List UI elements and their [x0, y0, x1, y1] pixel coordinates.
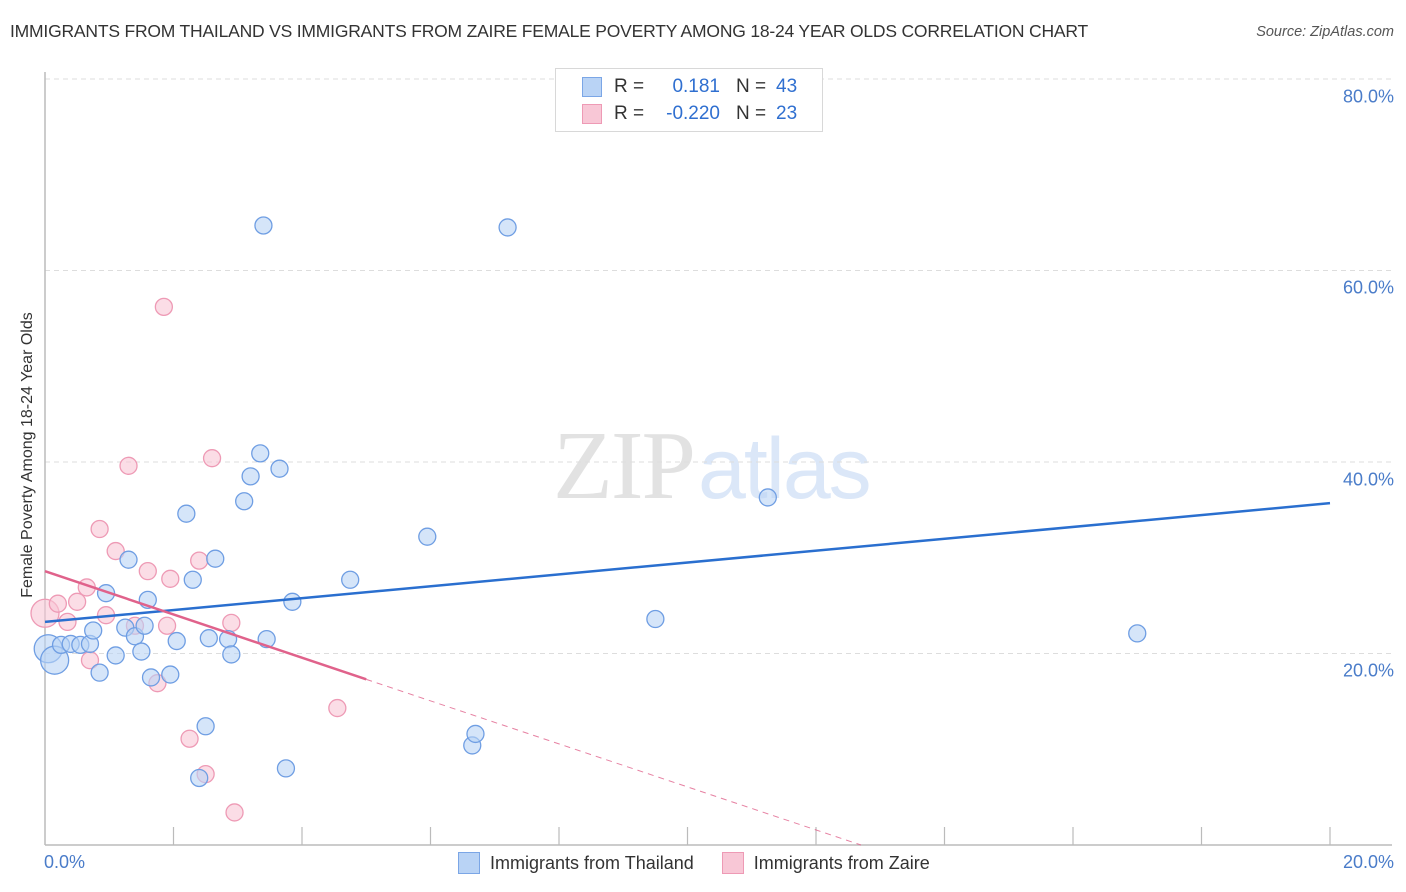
thailand-point: [119, 550, 138, 569]
thailand-point: [276, 759, 296, 778]
zaire-point: [225, 803, 244, 822]
thailand-point: [167, 631, 186, 651]
thailand-point: [106, 646, 125, 665]
thailand-point: [251, 444, 270, 463]
legend-label: Immigrants from Thailand: [490, 852, 694, 873]
correlation-legend: R = 0.181 N = 43 R = -0.220 N = 23: [555, 68, 823, 132]
thailand-point: [135, 616, 154, 635]
thailand-point: [418, 527, 437, 546]
watermark-zip: ZIP: [553, 412, 696, 520]
y-tick-60: 60.0%: [1342, 277, 1394, 298]
thailand-point: [341, 570, 360, 589]
r-label: R =: [614, 76, 645, 97]
source-label: Source: ZipAtlas.com: [1256, 24, 1394, 40]
legend-item-thailand[interactable]: Immigrants from Thailand: [458, 852, 694, 874]
r-value: 0.181: [672, 76, 720, 97]
x-tick-min: 0.0%: [44, 852, 86, 872]
thailand-point: [222, 645, 241, 664]
thailand-point: [758, 488, 777, 507]
r-label: R =: [614, 103, 645, 124]
thailand-point: [161, 665, 180, 684]
thailand-point: [498, 218, 517, 237]
legend-row-zaire: R = -0.220 N = 23: [582, 102, 797, 126]
zaire-trendline-extension: [366, 678, 862, 846]
thailand-point: [190, 768, 209, 788]
thailand-point: [1128, 624, 1147, 643]
zaire-trendline: [44, 569, 367, 681]
legend-row-thailand: R = 0.181 N = 43: [582, 75, 797, 99]
legend-item-zaire[interactable]: Immigrants from Zaire: [721, 852, 930, 874]
n-label: N =: [736, 103, 767, 124]
zaire-point: [328, 698, 347, 718]
n-value: 23: [776, 103, 798, 124]
zaire-point: [119, 456, 138, 475]
thailand-point: [283, 592, 302, 611]
thailand-point: [270, 459, 289, 478]
thailand-point: [84, 621, 103, 640]
zaire-point: [202, 449, 222, 468]
thailand-point: [183, 570, 202, 589]
zaire-point: [48, 594, 67, 613]
zaire-point: [161, 569, 180, 588]
legend-label: Immigrants from Zaire: [753, 852, 930, 873]
thailand-point: [466, 724, 485, 744]
thailand-point: [90, 663, 109, 682]
series-legend: Immigrants from Thailand Immigrants from…: [458, 852, 958, 874]
zaire-point: [157, 616, 177, 635]
watermark: ZIPatlas: [553, 408, 872, 522]
thailand-swatch: [582, 77, 602, 97]
y-axis-label: Female Poverty Among 18-24 Year Olds: [19, 312, 36, 598]
n-value: 43: [776, 76, 798, 97]
thailand-point: [141, 668, 161, 687]
zaire-point: [90, 519, 109, 539]
zaire-point: [190, 551, 209, 570]
y-tick-40: 40.0%: [1342, 469, 1394, 490]
zaire-point: [154, 297, 174, 317]
n-label: N =: [736, 76, 767, 97]
y-tick-80: 80.0%: [1342, 86, 1394, 107]
watermark-atlas: atlas: [698, 421, 872, 517]
thailand-point: [96, 584, 116, 603]
zaire-point: [138, 562, 157, 581]
x-tick-max: 20.0%: [1342, 852, 1394, 872]
thailand-point: [132, 642, 151, 661]
thailand-point: [206, 549, 225, 568]
thailand-point: [646, 609, 665, 629]
zaire-point: [106, 541, 125, 561]
thailand-point: [199, 629, 218, 648]
zaire-point: [222, 613, 241, 633]
zaire-swatch: [721, 852, 744, 874]
thailand-swatch: [458, 852, 480, 874]
thailand-point: [177, 504, 196, 523]
thailand-trendline: [44, 501, 1331, 624]
y-tick-20: 20.0%: [1342, 660, 1394, 681]
zaire-swatch: [582, 104, 602, 124]
thailand-point: [235, 492, 254, 511]
zaire-point: [67, 592, 87, 611]
thailand-point: [241, 467, 260, 486]
thailand-point: [196, 717, 215, 736]
zaire-point: [180, 729, 199, 748]
r-value: -0.220: [666, 103, 720, 124]
thailand-point: [254, 216, 273, 235]
zaire-point: [58, 612, 77, 632]
chart-title: IMMIGRANTS FROM THAILAND VS IMMIGRANTS F…: [10, 21, 1088, 41]
